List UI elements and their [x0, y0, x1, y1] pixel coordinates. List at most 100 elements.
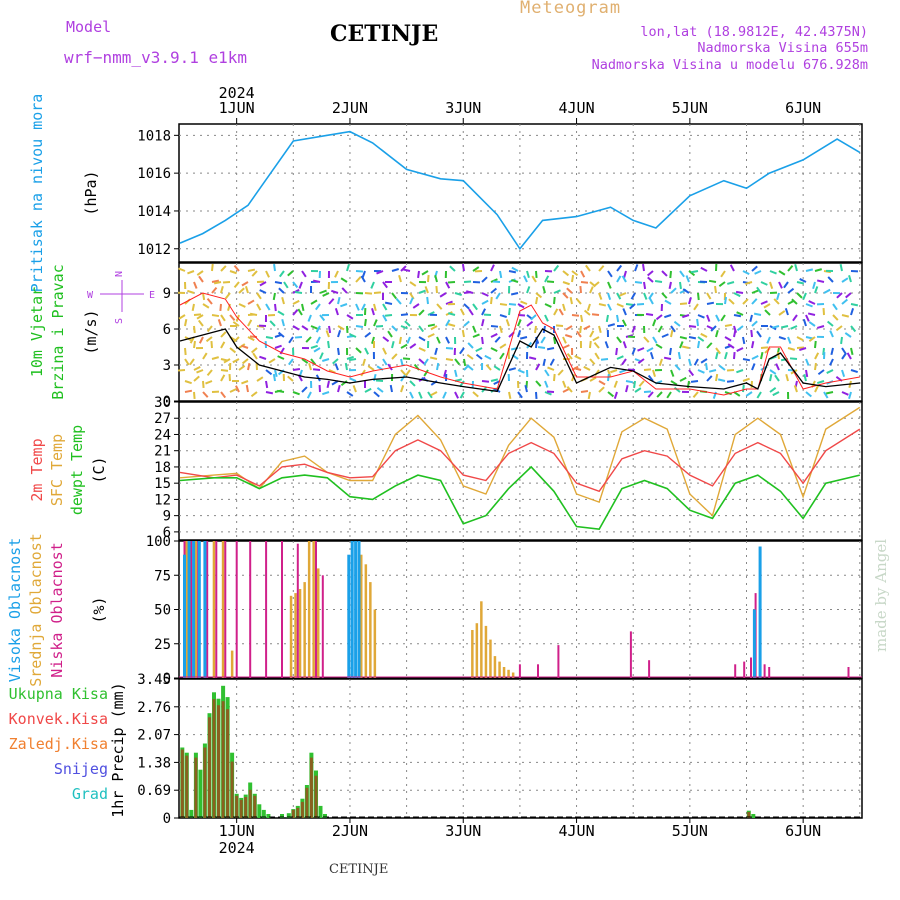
wind-arrow [735, 290, 744, 294]
wind-arrow [315, 336, 321, 344]
high-cloud-bar [354, 541, 358, 678]
wind-arrow [715, 347, 721, 355]
wind-arrow [247, 362, 251, 371]
wind-arrow [447, 312, 456, 316]
wind-arrow [648, 292, 654, 300]
wind-arrow [367, 365, 375, 371]
wind-arrow [435, 285, 438, 294]
cloud-ylabel-mid: Srednja Oblacnost [27, 533, 45, 687]
low-cloud-bar [743, 661, 746, 678]
wind-arrow [434, 274, 438, 283]
wind-arrow [472, 333, 480, 338]
wind-arrow [848, 275, 852, 283]
wind-arrow [301, 270, 307, 278]
wind-arrow [510, 292, 519, 296]
wind-arrow [265, 380, 269, 389]
wind-arrow [375, 325, 384, 328]
wind-arrow [256, 303, 262, 311]
wind-arrow [499, 325, 503, 334]
wind-arrow [178, 267, 186, 272]
wind-arrow [544, 391, 552, 396]
wind-arrow [773, 298, 780, 305]
wind-arrow [693, 358, 699, 366]
wind-arrow [814, 340, 817, 349]
wind-arrow [373, 373, 377, 382]
wind-arrow [423, 369, 429, 377]
wind-arrow [517, 319, 522, 327]
wind-arrow [736, 347, 744, 352]
wind-arrow [508, 307, 511, 316]
wind-arrow [760, 351, 764, 360]
wind-arrow [844, 332, 852, 338]
wind-arrow [688, 336, 697, 340]
wind-arrow [814, 362, 817, 371]
wind-arrow [409, 380, 416, 387]
wind-arrow [391, 353, 398, 360]
wind-arrow [700, 266, 708, 272]
wind-arrow [688, 325, 697, 328]
wind-arrow [229, 314, 236, 321]
wind-arrow [384, 314, 393, 317]
wind-arrow [322, 358, 330, 362]
wind-arrow [616, 264, 623, 272]
y-tick-label: 2.76 [137, 700, 171, 716]
wind-arrow [688, 369, 695, 377]
wind-arrow [178, 314, 186, 320]
wind-arrow [499, 303, 508, 306]
wind-arrow [783, 281, 789, 289]
conv-precip-bar [212, 699, 216, 818]
wind-arrow [610, 369, 618, 374]
wind-arrow [493, 365, 501, 371]
wind-arrow [841, 369, 846, 377]
y-tick-label: 75 [154, 568, 171, 584]
wind-arrow [219, 303, 222, 312]
conv-precip-bar [253, 795, 257, 818]
mid-cloud-bar [185, 541, 188, 678]
wind-arrow [177, 369, 186, 372]
conv-precip-bar [185, 755, 189, 818]
conv-precip-bar [248, 789, 252, 818]
high-cloud-bar [197, 541, 201, 678]
wind-arrow [443, 369, 447, 378]
wind-arrow [340, 303, 348, 308]
wind-arrow [481, 380, 490, 383]
wind-arrow [814, 268, 823, 272]
wind-arrow [763, 303, 771, 309]
y-tick-label: 1016 [137, 166, 171, 182]
compass-icon: N S E W [87, 271, 155, 324]
wind-arrow [579, 325, 582, 334]
wind-arrow [233, 281, 240, 289]
wind-arrow [708, 369, 717, 373]
wind-arrow [427, 274, 430, 283]
wind-arrow [634, 264, 639, 272]
wind-arrow [753, 312, 762, 316]
wind-arrow [625, 380, 634, 384]
wind-arrow [224, 292, 231, 300]
wind-arrow [589, 340, 592, 349]
wind-arrow [814, 352, 820, 360]
mid-cloud-bar [194, 541, 198, 678]
wind-arrow [566, 287, 573, 294]
wind-arrow [418, 391, 423, 399]
wind-arrow [252, 352, 258, 360]
wind-arrow [558, 308, 564, 316]
wind-arrow [364, 292, 373, 295]
wind-arrow [832, 314, 839, 321]
wind-arrow [841, 352, 847, 360]
wind-arrow [241, 281, 249, 287]
wind-arrow [598, 265, 605, 272]
wind-arrow [346, 355, 354, 360]
wind-arrow [205, 336, 213, 343]
wind-arrow [400, 313, 409, 316]
wind-arrow [337, 347, 340, 356]
wind-arrow [787, 287, 795, 294]
total-precip-bar [266, 814, 271, 818]
wind-arrow [400, 358, 404, 367]
wind-arrow [598, 325, 602, 334]
x-tick-label-top: 3JUN [445, 99, 481, 117]
precip-legend-item: Snijeg [54, 760, 108, 778]
wind-arrow [206, 325, 213, 333]
wind-arrow [679, 336, 688, 340]
wind-arrow [647, 270, 654, 277]
wind-arrow [337, 384, 341, 393]
